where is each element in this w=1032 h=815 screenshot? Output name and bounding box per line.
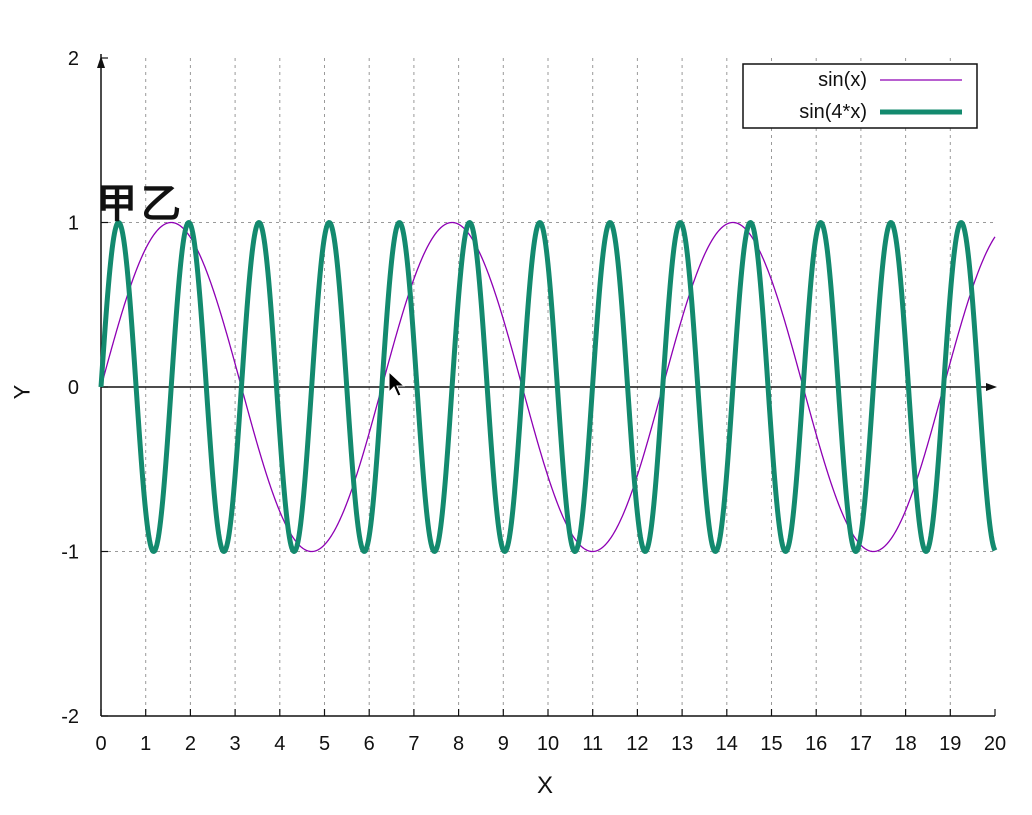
- x-tick-label: 13: [671, 733, 693, 755]
- x-tick-label: 5: [319, 733, 330, 755]
- legend-label-sin-4x: sin(4*x): [799, 101, 867, 123]
- zero-y-axis-arrow: [97, 56, 105, 68]
- x-tick-label: 15: [760, 733, 782, 755]
- axes: [97, 54, 997, 717]
- x-tick-label: 10: [537, 733, 559, 755]
- x-tick-label: 11: [582, 733, 603, 755]
- y-axis-label: Y: [10, 384, 35, 399]
- legend-label-sin-x: sin(x): [818, 69, 867, 91]
- series-line-sin-x: [100, 221, 996, 553]
- x-tick-label: 8: [453, 733, 464, 755]
- x-tick-label: 7: [408, 733, 419, 755]
- x-tick-label: 12: [626, 733, 648, 755]
- x-tick-label: 3: [230, 733, 241, 755]
- x-tick-label: 19: [939, 733, 961, 755]
- x-tick-label: 0: [95, 733, 106, 755]
- mouse-cursor-icon: [388, 370, 406, 397]
- x-axis-label: X: [537, 772, 553, 799]
- series-lines: [98, 220, 998, 554]
- x-tick-label: 2: [185, 733, 196, 755]
- x-tick-label: 16: [805, 733, 827, 755]
- x-tick-label: 17: [850, 733, 872, 755]
- x-tick-label: 20: [984, 733, 1006, 755]
- legend-box: [742, 63, 978, 129]
- legend: sin(x) sin(4*x): [742, 63, 978, 129]
- y-tick-label: 2: [68, 48, 79, 70]
- x-tick-label: 18: [894, 733, 916, 755]
- x-tick-label: 6: [364, 733, 375, 755]
- x-tick-label: 1: [140, 733, 151, 755]
- zero-x-axis-arrow: [986, 383, 997, 391]
- x-tick-label: 9: [498, 733, 509, 755]
- y-tick-label: 0: [68, 377, 79, 399]
- series-line-sin-4x: [98, 220, 998, 554]
- y-tick-label: -1: [61, 542, 79, 564]
- x-tick-label: 4: [274, 733, 285, 755]
- y-tick-label: -2: [61, 706, 79, 728]
- annotation-text: 甲乙: [97, 182, 185, 226]
- x-tick-label: 14: [716, 733, 738, 755]
- y-tick-label: 1: [68, 213, 79, 235]
